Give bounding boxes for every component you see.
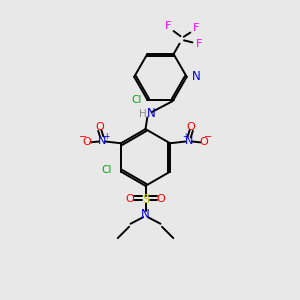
Text: N: N	[98, 136, 106, 146]
Text: Cl: Cl	[132, 94, 142, 105]
Text: O: O	[187, 122, 195, 132]
Text: O: O	[157, 194, 165, 204]
Text: O: O	[96, 122, 104, 132]
Text: −: −	[79, 132, 87, 142]
Text: F: F	[193, 23, 200, 33]
Text: O: O	[126, 194, 134, 204]
Text: −: −	[204, 132, 212, 142]
Text: +: +	[182, 132, 188, 141]
Text: N: N	[141, 208, 150, 221]
Text: O: O	[82, 137, 91, 147]
Text: O: O	[200, 137, 208, 147]
Text: S: S	[142, 193, 149, 206]
Text: F: F	[196, 39, 202, 49]
Text: +: +	[103, 132, 109, 141]
Text: H: H	[139, 109, 147, 118]
Text: F: F	[165, 21, 171, 31]
Text: N: N	[192, 70, 201, 83]
Text: Cl: Cl	[101, 165, 111, 175]
Text: N: N	[184, 136, 193, 146]
Text: N: N	[147, 107, 156, 120]
